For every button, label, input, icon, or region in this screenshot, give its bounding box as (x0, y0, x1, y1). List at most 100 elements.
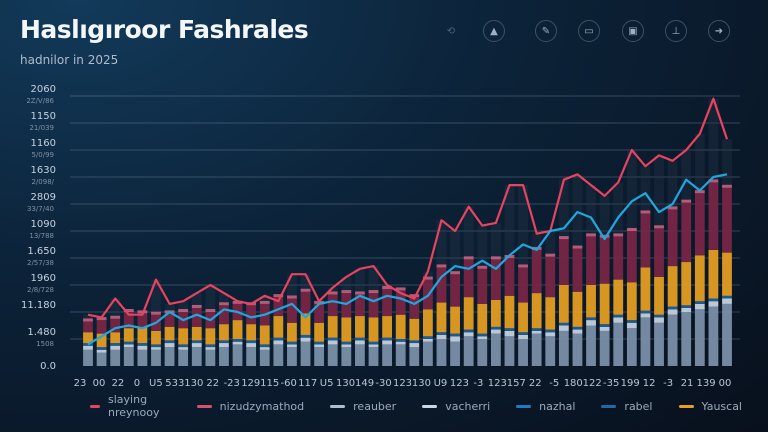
bar-segment-vacherri (490, 329, 501, 334)
bar-segment-yauscal (368, 317, 379, 342)
bar-segment-yauscal (232, 320, 243, 339)
y-tick-sublabel: 2/098/ (31, 178, 54, 186)
bar-cap (341, 290, 352, 294)
bar-cap (355, 291, 365, 295)
x-tick-label: 139 (696, 378, 715, 389)
bar-cap (382, 286, 393, 290)
y-tick-sublabel: 2/57/38 (27, 259, 54, 267)
bar-segment-rabel (558, 322, 569, 326)
bar-segment-rabel (287, 341, 297, 345)
bar-segment-rabel (708, 298, 719, 302)
bar-cap (599, 234, 610, 238)
bar-segment-reauber (422, 341, 433, 366)
y-tick-label: 1160 (31, 138, 56, 149)
bar-segment-nizudzymathod (613, 236, 624, 280)
bar-cap (395, 287, 406, 291)
bar-segment-nizudzymathod (545, 256, 556, 298)
x-tick-label: 130 (336, 378, 355, 389)
bar-segment-reauber (259, 349, 270, 366)
card-icon[interactable]: ▭ (578, 20, 600, 42)
bar-segment-reauber (504, 336, 515, 366)
alert-icon[interactable]: ▲ (483, 20, 505, 42)
y-tick-label: 1.650 (27, 246, 56, 257)
bar-segment-yauscal (599, 283, 610, 325)
bar-segment-yauscal (477, 303, 488, 334)
bar-cap (368, 290, 379, 294)
bar-segment-yauscal (572, 291, 583, 327)
arrow-icon[interactable]: ➜ (708, 20, 730, 42)
bar-segment-rabel (395, 339, 406, 342)
bar-segment-yauscal (681, 262, 692, 306)
x-tick-label: 199 (621, 378, 640, 389)
bar-segment-rabel (123, 341, 134, 345)
bar-segment-vacherri (178, 347, 189, 350)
bar-cap (681, 199, 692, 203)
bar-segment-vacherri (640, 313, 651, 318)
bar-segment-nizudzymathod (626, 231, 637, 283)
bar-segment-rabel (219, 340, 229, 344)
bar-segment-nizudzymathod (436, 267, 447, 303)
bar-cap (640, 210, 651, 214)
x-tick-label: U9 (434, 378, 448, 389)
x-tick-label: U5 (149, 378, 163, 389)
bar-segment-yauscal (178, 328, 189, 345)
bar-cap (259, 300, 270, 304)
bar-segment-reauber (694, 309, 705, 366)
bar-segment-vacherri (545, 332, 556, 337)
bar-segment-vacherri (382, 340, 393, 345)
bar-segment-yauscal (246, 324, 257, 341)
edit-icon[interactable]: ✎ (535, 20, 557, 42)
bar-segment-vacherri (572, 329, 583, 334)
refresh-icon[interactable]: ⟲ (446, 25, 456, 37)
bar-cap (232, 300, 243, 304)
bar-segment-yauscal (314, 322, 325, 342)
bar-segment-vacherri (205, 347, 216, 350)
bar-segment-yauscal (531, 293, 542, 329)
bar-segment-reauber (667, 314, 678, 366)
legend-swatch (196, 404, 212, 408)
bar-segment-nizudzymathod (287, 298, 297, 323)
bar-cap (613, 233, 624, 237)
stamp-icon[interactable]: ⊥ (665, 20, 687, 42)
bar-segment-reauber (382, 344, 393, 366)
bar-segment-nizudzymathod (300, 291, 311, 314)
x-tick-label: 00 (719, 378, 732, 389)
legend-swatch (330, 404, 346, 408)
bar-segment-rabel (246, 340, 257, 344)
bar-cap (409, 294, 420, 298)
legend-item: Yauscal (678, 393, 742, 419)
bar-segment-rabel (518, 332, 528, 335)
x-tick-label: 149 (355, 378, 374, 389)
bar-segment-reauber (409, 347, 420, 366)
bar-segment-rabel (450, 333, 460, 337)
save-icon[interactable]: ▣ (622, 20, 644, 42)
bar-cap (545, 253, 556, 257)
bar-segment-reauber (477, 339, 488, 366)
bar-segment-vacherri (314, 344, 325, 348)
x-tick-label: 21 (681, 378, 694, 389)
bar-segment-reauber (191, 347, 202, 366)
bar-segment-rabel (490, 326, 501, 330)
bar-segment-yauscal (273, 316, 284, 338)
bar-segment-vacherri (232, 341, 243, 345)
bar-cap (219, 302, 229, 306)
bar-segment-yauscal (83, 332, 93, 344)
legend-label: vacherri (445, 399, 491, 413)
bar-segment-nizudzymathod (558, 239, 569, 285)
bar-segment-nizudzymathod (599, 237, 610, 284)
bar-segment-nizudzymathod (667, 209, 678, 267)
bar-segment-yauscal (287, 322, 297, 342)
bar-segment-vacherri (246, 343, 257, 348)
bar-segment-nizudzymathod (654, 228, 664, 277)
x-tick-label: -3 (473, 378, 483, 389)
x-tick-label: 122 (583, 378, 602, 389)
bar-segment-reauber (355, 344, 365, 366)
bar-segment-reauber (722, 303, 732, 366)
x-tick-label: -23 (224, 378, 240, 389)
bar-segment-nizudzymathod (314, 303, 325, 323)
bar-segment-rabel (694, 301, 705, 304)
bar-segment-vacherri (599, 326, 610, 331)
bar-segment-vacherri (409, 343, 420, 348)
bar-segment-nizudzymathod (572, 248, 583, 292)
